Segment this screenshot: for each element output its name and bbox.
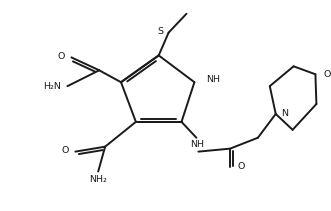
- Text: H₂N: H₂N: [44, 82, 62, 91]
- Text: N: N: [281, 110, 288, 118]
- Text: O: O: [61, 146, 69, 155]
- Text: O: O: [57, 52, 65, 61]
- Text: NH: NH: [190, 140, 204, 149]
- Text: NH: NH: [206, 75, 220, 84]
- Text: O: O: [237, 162, 244, 171]
- Text: O: O: [323, 70, 331, 79]
- Text: NH₂: NH₂: [89, 175, 107, 184]
- Text: S: S: [158, 27, 164, 36]
